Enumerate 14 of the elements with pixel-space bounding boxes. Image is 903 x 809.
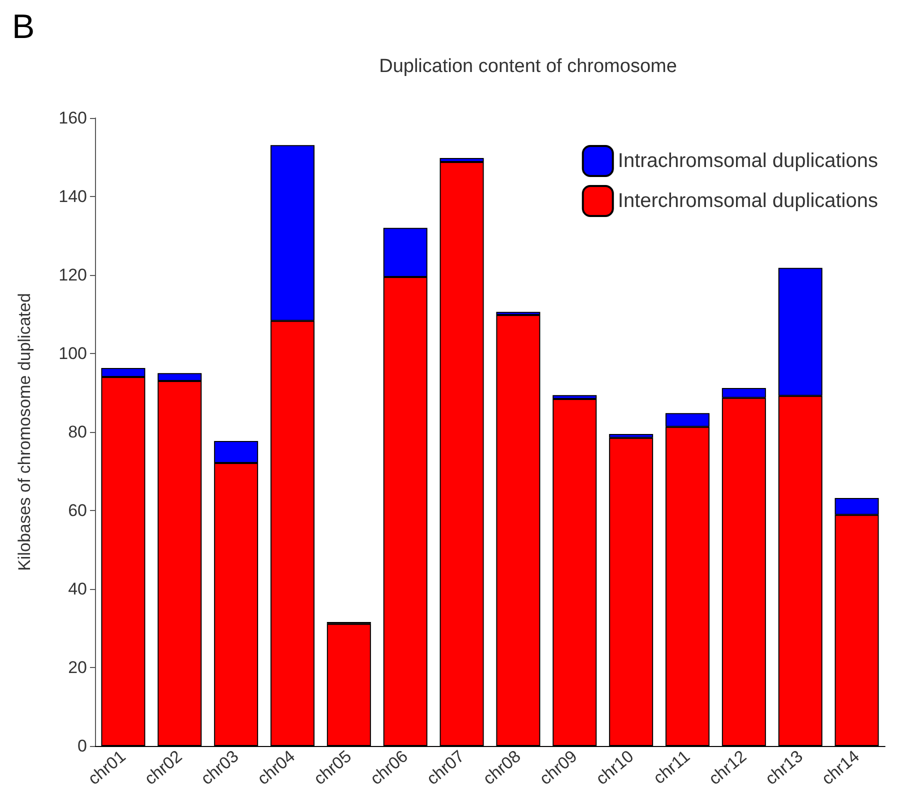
y-axis-title: Kilobases of chromosome duplicated <box>15 293 34 571</box>
y-tick-label: 100 <box>58 344 87 363</box>
y-tick-label: 0 <box>78 736 87 756</box>
y-tick-label: 120 <box>58 266 87 284</box>
y-tick-label: 80 <box>68 422 87 442</box>
y-tick-label: 160 <box>58 108 87 128</box>
y-tick-label: 60 <box>68 501 87 520</box>
chart-title: Duplication content of chromosome <box>379 56 677 77</box>
legend-label: Intrachromsomal duplications <box>618 150 878 172</box>
y-tick-label: 40 <box>68 580 87 598</box>
text: B <box>12 8 35 46</box>
y-tick-label: 20 <box>68 658 87 677</box>
legend-label: Interchromsomal duplications <box>618 190 878 212</box>
y-tick-label: 140 <box>58 187 87 206</box>
